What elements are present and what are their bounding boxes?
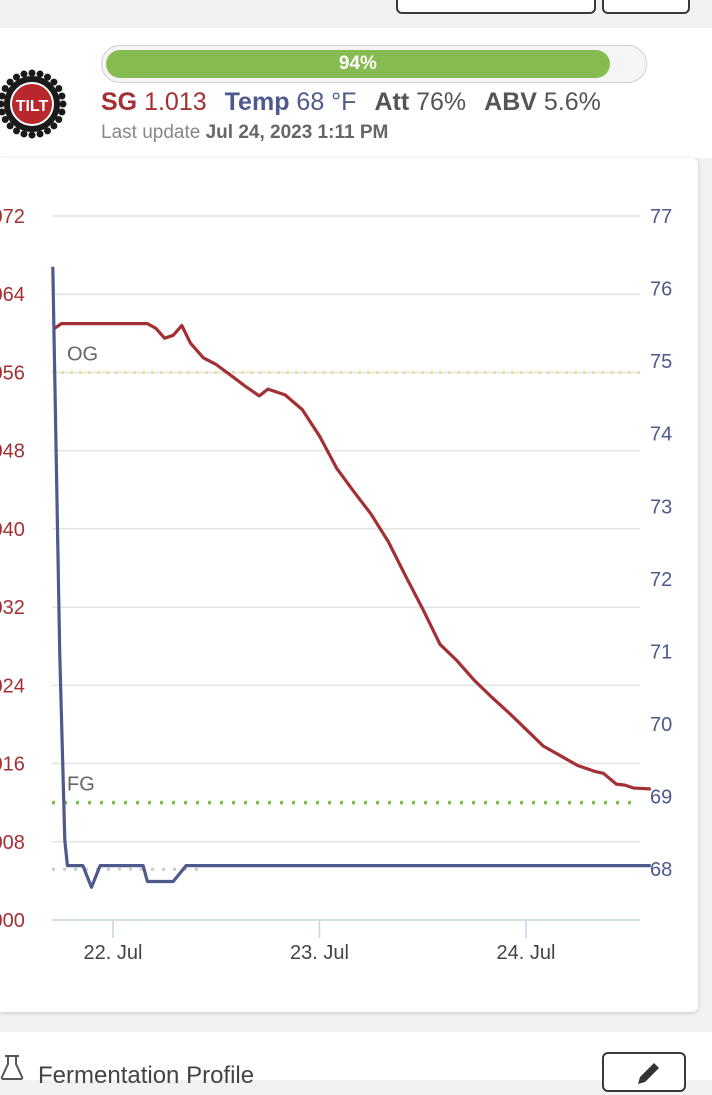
- pencil-icon: [638, 1063, 659, 1084]
- left-tick-label: .048: [0, 441, 25, 463]
- x-tick-label: 24. Jul: [497, 942, 556, 964]
- chart-card: .000 .008 .016 .024 .032 .040 .048 .056 .064 .072…: [0, 158, 698, 1012]
- last-update-label: Last update: [101, 122, 201, 143]
- left-tick-label: .056: [0, 362, 25, 384]
- top-action-button[interactable]: [396, 0, 596, 14]
- last-update: Last update Jul 24, 2023 1:11 PM: [101, 122, 388, 144]
- temp-label: Temp: [224, 88, 290, 116]
- edit-profile-button[interactable]: [602, 1052, 686, 1092]
- last-update-value: Jul 24, 2023 1:11 PM: [205, 122, 389, 143]
- right-tick-label: 70: [650, 714, 672, 736]
- left-tick-label: .032: [0, 597, 25, 619]
- right-tick-label: 77: [650, 206, 672, 228]
- left-tick-label: .072: [0, 206, 25, 228]
- right-tick-label: 72: [650, 569, 672, 591]
- attenuation-value: 76%: [416, 88, 467, 116]
- right-tick-label: 71: [650, 641, 672, 663]
- right-tick-label: 74: [650, 424, 672, 446]
- fg-label: FG: [67, 774, 95, 796]
- temp-series-line: [51, 266, 651, 889]
- x-tick-label: 22. Jul: [84, 942, 143, 964]
- right-tick-label: 68: [650, 859, 672, 881]
- stats-row: SG 1.013 Temp 68 °F Att 76% ABV 5.6%: [101, 88, 601, 117]
- right-tick-label: 76: [650, 279, 672, 301]
- fermentation-profile-section: Fermentation Profile: [0, 1032, 712, 1092]
- attenuation-label: Att: [374, 88, 410, 116]
- progress-fill: 94%: [106, 50, 610, 78]
- left-tick-label: .000: [0, 910, 25, 932]
- left-tick-label: .008: [0, 832, 25, 854]
- tilt-logo: TILT: [0, 69, 67, 139]
- top-menu-button[interactable]: [602, 0, 690, 14]
- right-tick-label: 75: [650, 351, 672, 373]
- left-tick-label: .064: [0, 284, 25, 306]
- right-tick-label: 73: [650, 496, 672, 518]
- left-tick-label: .024: [0, 675, 25, 697]
- fermentation-progress-bar: 94%: [101, 45, 647, 83]
- logo-text: TILT: [16, 98, 49, 115]
- sg-value: 1.013: [144, 88, 207, 116]
- abv-label: ABV: [484, 88, 537, 116]
- fermentation-chart: .000 .008 .016 .024 .032 .040 .048 .056 .064 .072…: [0, 206, 672, 964]
- right-tick-label: 69: [650, 787, 672, 809]
- left-tick-label: .016: [0, 754, 25, 776]
- abv-value: 5.6%: [543, 88, 601, 116]
- temp-value: 68 °F: [296, 88, 357, 116]
- sg-label: SG: [101, 88, 138, 116]
- x-tick-label: 23. Jul: [290, 942, 349, 964]
- left-tick-label: .040: [0, 519, 25, 541]
- fermentation-profile-title: Fermentation Profile: [38, 1062, 255, 1089]
- progress-label: 94%: [338, 53, 377, 74]
- flask-icon: [0, 1055, 24, 1080]
- og-label: OG: [67, 343, 98, 365]
- sg-series-line: [53, 322, 651, 791]
